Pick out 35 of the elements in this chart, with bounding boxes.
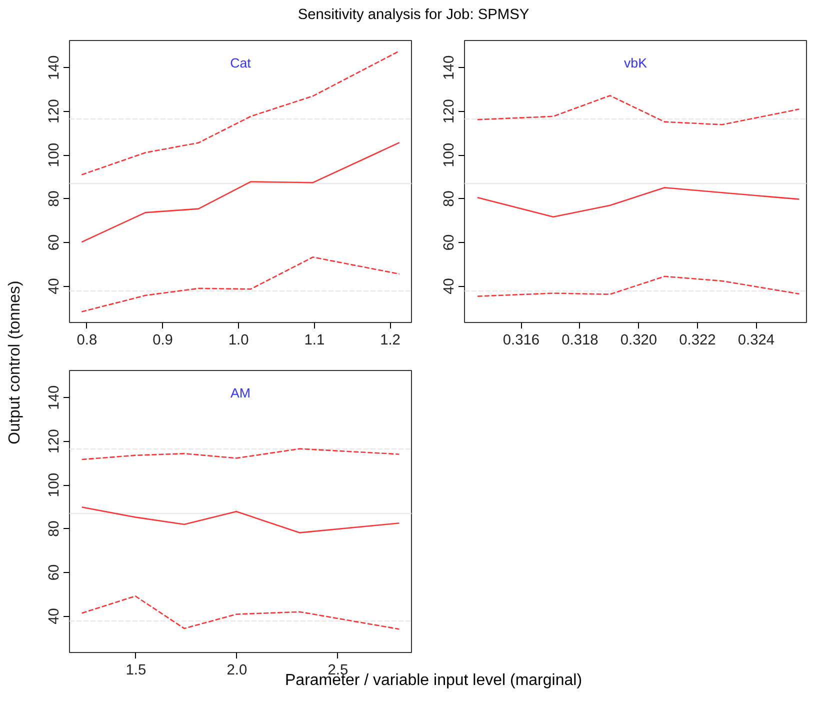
y-tick-label: 80 [46,520,62,537]
x-tick-label: 0.320 [620,332,658,348]
x-tick-label: 0.9 [152,332,173,348]
x-tick-label: 1.5 [126,662,146,678]
y-tick-label: 40 [46,608,62,624]
annotation: vbK [624,56,648,70]
y-tick-label: 60 [46,564,62,581]
x-tick-label: 0.324 [738,332,775,348]
y-tick-label: 40 [442,278,458,294]
chart-title: Sensitivity analysis for Job: SPMSY [298,6,530,25]
x-tick-label: 0.322 [679,332,716,348]
y-tick-label: 100 [46,142,62,168]
x-tick-label: 0.8 [76,332,98,348]
annotation: Cat [230,56,252,70]
annotation: AM [230,386,251,400]
y-tick-label: 140 [442,55,458,80]
y-tick-label: 60 [46,234,62,251]
x-tick-label: 1.1 [304,332,325,348]
y-tick-label: 140 [46,55,62,80]
y-tick-label: 80 [442,190,458,207]
x-tick-label: 1.2 [380,332,400,348]
y-tick-label: 120 [442,99,458,124]
y-tick-label: 140 [46,385,62,410]
x-tick-label: 1.0 [228,332,249,348]
y-tick-label: 100 [46,472,62,498]
y-axis-title: Output control (tonnes) [6,280,24,444]
y-tick-label: 100 [442,142,458,168]
y-tick-label: 60 [442,234,458,251]
x-tick-label: 2.0 [226,662,248,678]
x-tick-label: 0.318 [562,332,598,348]
y-tick-label: 80 [46,190,62,207]
y-tick-label: 120 [46,99,62,124]
x-tick-label: 0.316 [502,332,540,348]
y-tick-label: 120 [46,429,62,454]
y-tick-label: 40 [46,278,62,294]
